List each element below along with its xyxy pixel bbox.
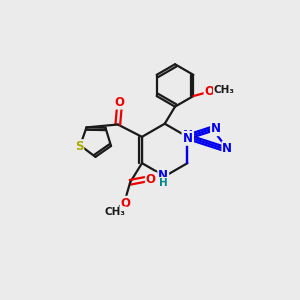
Text: N: N (182, 129, 193, 142)
Text: N: N (211, 122, 221, 135)
Text: N: N (222, 142, 232, 155)
Text: S: S (75, 140, 83, 153)
Text: O: O (146, 173, 156, 186)
Text: CH₃: CH₃ (214, 85, 235, 94)
Text: N: N (183, 132, 193, 145)
Text: O: O (121, 197, 131, 210)
Text: CH₃: CH₃ (105, 207, 126, 217)
Text: H: H (159, 178, 168, 188)
Text: O: O (114, 96, 124, 109)
Text: N: N (158, 169, 168, 182)
Text: O: O (205, 85, 214, 98)
